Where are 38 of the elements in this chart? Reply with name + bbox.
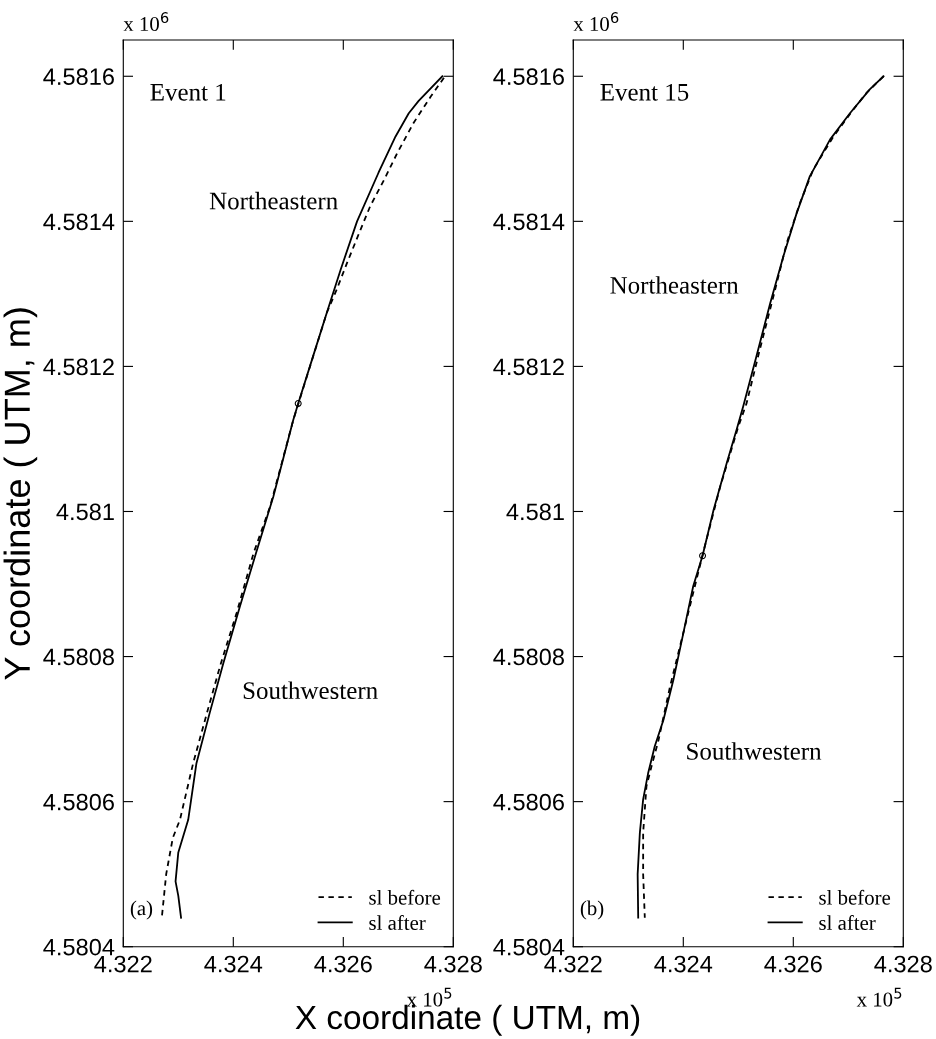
y-tick-label: 4.5808	[493, 648, 564, 666]
x-tick-label: 4.324	[204, 955, 263, 973]
annotation: Event 15	[600, 83, 689, 101]
x-tick-label: 4.322	[94, 955, 152, 973]
annotation: (b)	[580, 900, 604, 920]
annotation: Northeastern	[209, 191, 338, 210]
annotation: Northeastern	[610, 276, 739, 294]
y-tick-label: 4.581	[56, 503, 114, 521]
x-tick-label: 4.328	[424, 955, 482, 973]
y-tick-label: 4.581	[506, 503, 564, 521]
x-tick-label: 4.326	[764, 955, 822, 973]
y-tick-label: 4.5808	[43, 648, 114, 666]
y-tick-label: 4.5812	[43, 358, 114, 376]
annotation: Event 1	[150, 83, 226, 101]
y-tick-label: 4.5806	[43, 793, 114, 811]
legend-label: sl after	[819, 915, 876, 930]
annotation: (a)	[130, 900, 153, 920]
y-tick-label: 4.5804	[43, 938, 115, 956]
y-tick-label: 4.5816	[43, 68, 114, 86]
y-tick-label: 4.5812	[493, 358, 564, 376]
y-tick-label: 4.5816	[493, 68, 564, 86]
annotation: Southwestern	[687, 742, 822, 760]
x-tick-label: 4.326	[314, 955, 372, 973]
legend-label: sl before	[369, 889, 441, 905]
legend-label: sl before	[819, 889, 891, 905]
y-tick-label: 4.5804	[493, 938, 565, 956]
legend-label: sl after	[369, 915, 426, 930]
y-tick-label: 4.5814	[493, 213, 565, 231]
x-tick-label: 4.328	[874, 955, 932, 973]
y-tick-label: 4.5806	[493, 793, 564, 811]
text: x 10$^{6}$	[123, 12, 169, 32]
x-tick-label: 4.324	[654, 955, 713, 973]
y-axis-title: Y coordinate ( UTM, m)	[3, 308, 38, 680]
text: x 10$^{5}$	[856, 987, 902, 1007]
x-tick-label: 4.322	[544, 955, 602, 973]
y-tick-label: 4.5814	[43, 213, 115, 231]
annotation: Southwestern	[243, 681, 378, 700]
text: x 10$^{6}$	[573, 12, 619, 32]
